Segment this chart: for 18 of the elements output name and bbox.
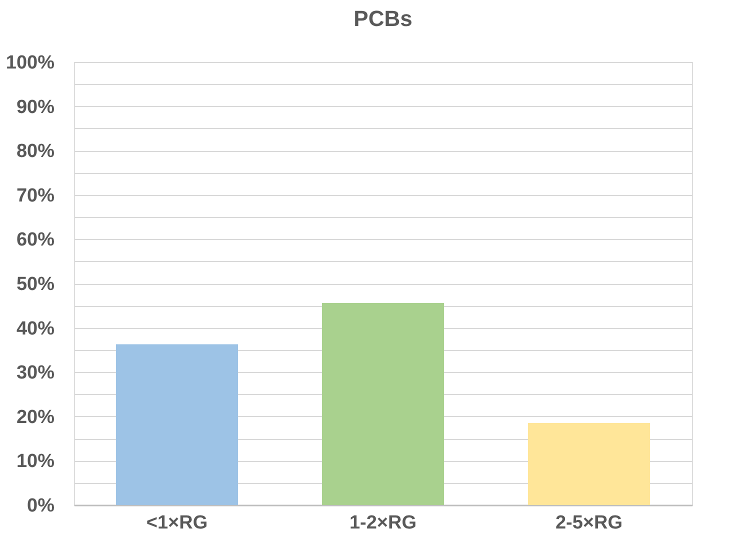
y-tick-label: 70% — [16, 185, 55, 206]
bar — [528, 423, 650, 505]
chart-title: PCBs — [354, 6, 412, 31]
x-tick-label: 2-5×RG — [555, 512, 623, 534]
y-tick-label: 80% — [16, 141, 55, 162]
y-tick-label: 0% — [27, 496, 55, 516]
y-tick-label: 100% — [6, 52, 55, 74]
y-tick-label: 10% — [16, 451, 55, 472]
y-tick-label: 30% — [16, 362, 55, 384]
y-tick-label: 40% — [16, 318, 55, 340]
x-tick-label: 1-2×RG — [349, 512, 417, 534]
bar — [322, 302, 444, 505]
bar — [116, 344, 238, 505]
y-tick-label: 50% — [16, 274, 55, 295]
x-tick-label: <1×RG — [146, 512, 208, 534]
y-tick-label: 20% — [16, 406, 55, 428]
y-tick-label: 90% — [16, 96, 55, 118]
y-tick-label: 60% — [16, 230, 55, 251]
